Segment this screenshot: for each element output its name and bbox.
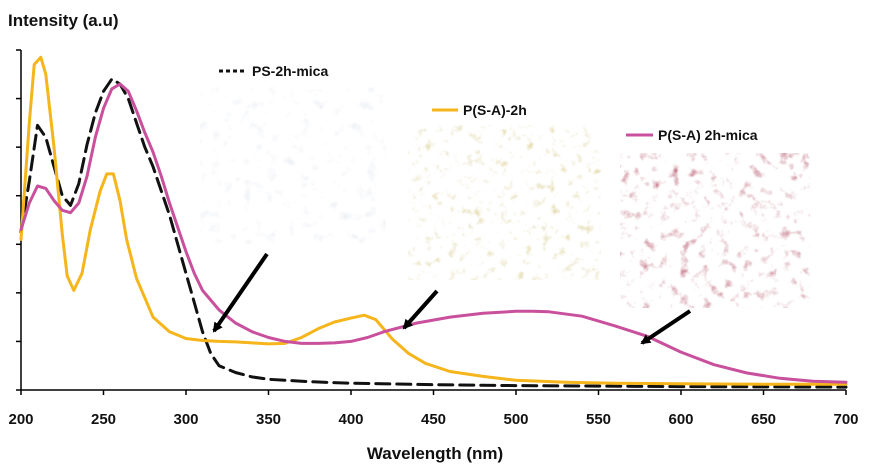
x-tick-label: 250 <box>91 411 116 428</box>
series-line-2 <box>19 82 848 384</box>
arrow-p-s-a-2h <box>402 289 439 330</box>
photo-yellow-texture <box>408 125 601 280</box>
photo-pink-texture <box>620 153 810 308</box>
arrow-ps-2h-mica <box>212 252 269 333</box>
axes: 200 250 300 350 400 450 500 550 600 650 700 <box>8 49 859 428</box>
x-tick-label: 400 <box>338 411 363 428</box>
arrow-p-s-a-2h-mica <box>640 309 692 345</box>
legend-p-s-a-2h: P(S-A)-2h <box>432 102 527 118</box>
y-axis-title: Intensity (a.u) <box>8 11 119 30</box>
legend-p-s-a-2h-mica: P(S-A) 2h-mica <box>626 127 758 143</box>
x-tick-label: 600 <box>668 411 693 428</box>
x-tick-label: 550 <box>586 411 611 428</box>
series-line-1 <box>19 55 848 386</box>
x-tick-label: 650 <box>751 411 776 428</box>
inset-photo-p-s-a-2h <box>408 125 601 280</box>
y-ticks <box>16 49 21 391</box>
x-tick-label: 700 <box>833 411 858 428</box>
photo-white-texture <box>200 87 386 244</box>
legend-ps-2h-mica: PS-2h-mica <box>219 63 328 79</box>
legend-label-ps-2h-mica: PS-2h-mica <box>252 63 328 79</box>
x-tick-label: 500 <box>503 411 528 428</box>
x-axis-title: Wavelength (nm) <box>367 444 503 463</box>
x-ticks: 200 250 300 350 400 450 500 550 600 650 700 <box>8 390 859 428</box>
legend-label-p-s-a-2h: P(S-A)-2h <box>463 102 527 118</box>
x-tick-label: 200 <box>8 411 33 428</box>
x-tick-label: 350 <box>256 411 281 428</box>
x-tick-label: 300 <box>173 411 198 428</box>
annotation-arrows <box>212 252 692 345</box>
legend-label-p-s-a-2h-mica: P(S-A) 2h-mica <box>658 127 758 143</box>
series-line-0 <box>19 77 848 389</box>
series-layer <box>19 55 848 389</box>
inset-photo-ps-2h-mica <box>200 87 386 244</box>
inset-photo-p-s-a-2h-mica <box>620 153 810 308</box>
x-tick-label: 450 <box>421 411 446 428</box>
